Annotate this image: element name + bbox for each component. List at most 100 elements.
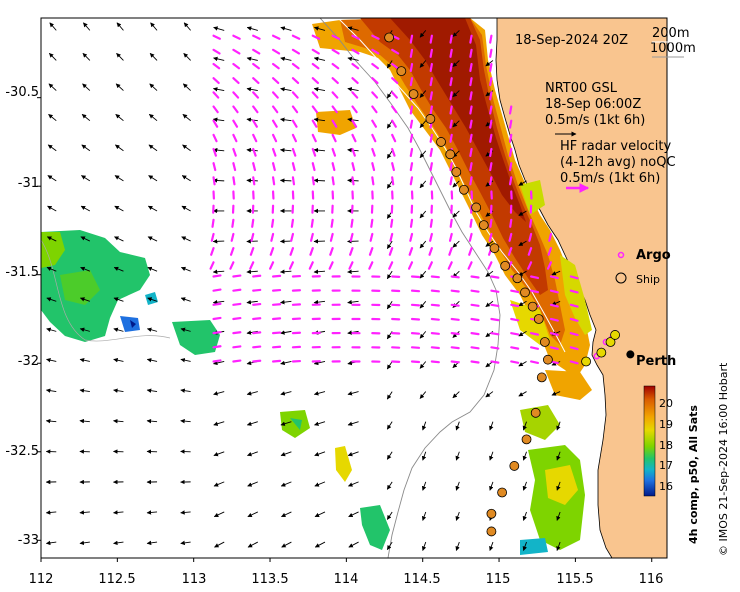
current-vector xyxy=(280,299,292,305)
radar-vector xyxy=(212,302,222,306)
current-vector xyxy=(45,540,57,546)
current-vector xyxy=(183,22,191,31)
radar-vector xyxy=(529,218,533,228)
radar-vector xyxy=(291,91,299,99)
radar-vector xyxy=(249,261,255,270)
current-vector xyxy=(213,360,225,366)
radar-vector xyxy=(212,133,218,143)
current-vector xyxy=(148,175,158,182)
radar-vector xyxy=(507,247,513,256)
radar-vector xyxy=(311,133,317,143)
radar-vector xyxy=(331,34,341,40)
radar-vector xyxy=(329,247,334,256)
current-vector xyxy=(247,481,258,487)
current-vector xyxy=(313,147,326,153)
current-vector xyxy=(386,421,393,430)
radar-vector xyxy=(429,133,433,143)
current-vector xyxy=(181,236,191,242)
current-vector xyxy=(213,391,225,396)
radar-vector xyxy=(391,162,395,172)
current-vector xyxy=(455,421,460,431)
current-vector xyxy=(46,266,57,272)
radar-vector xyxy=(490,346,500,350)
radar-vector xyxy=(331,176,335,186)
radar-vector xyxy=(212,316,222,321)
current-vector xyxy=(522,451,527,461)
radar-vector xyxy=(331,119,338,128)
radar-vector xyxy=(271,345,282,349)
isobath-1000m-outer xyxy=(41,239,171,342)
radar-vector xyxy=(271,317,282,321)
radar-vector xyxy=(508,119,513,129)
current-vector xyxy=(347,421,359,426)
radar-vector xyxy=(410,332,421,335)
radar-vector xyxy=(371,48,380,55)
radar-vector xyxy=(389,232,394,242)
current-vector xyxy=(246,299,258,305)
lat-tick-label: -31.5 xyxy=(5,265,39,280)
radar-vector xyxy=(489,162,493,172)
radar-vector xyxy=(311,119,318,128)
radar-vector xyxy=(290,232,295,242)
radar-vector xyxy=(489,218,493,228)
radar-vector xyxy=(351,133,357,143)
radar-vector xyxy=(408,247,414,256)
radar-vector xyxy=(331,162,336,172)
radar-vector xyxy=(212,330,222,335)
current-vector xyxy=(281,511,292,518)
ship-position xyxy=(425,114,436,124)
radar-vector xyxy=(489,147,493,158)
coastal-station xyxy=(581,356,591,367)
current-vector xyxy=(113,266,124,272)
radar-vector xyxy=(409,105,414,115)
radar-vector xyxy=(311,48,320,55)
current-vector xyxy=(522,481,527,491)
radar-vector xyxy=(410,275,421,279)
current-vector xyxy=(213,421,225,426)
current-vector xyxy=(348,481,359,487)
radar-vector xyxy=(391,176,395,186)
perth-label: Perth xyxy=(636,354,676,369)
current-vector xyxy=(47,144,57,152)
radar-vector xyxy=(271,176,276,186)
current-vector xyxy=(80,236,91,242)
radar-vector xyxy=(469,77,473,87)
radar-vector xyxy=(490,360,500,364)
radar-vector xyxy=(449,176,453,186)
current-vector xyxy=(313,117,326,122)
radar-vector xyxy=(569,289,579,294)
radar-vector xyxy=(331,91,339,99)
ship-position xyxy=(471,202,482,213)
radar-vector xyxy=(291,176,296,186)
current-vector xyxy=(212,117,225,122)
radar-vector xyxy=(549,303,559,308)
current-vector xyxy=(518,300,527,307)
current-vector xyxy=(314,541,326,548)
current-vector xyxy=(180,510,191,515)
radar-vector xyxy=(311,162,316,172)
radar-vector xyxy=(450,360,460,364)
radar-vector xyxy=(490,275,500,279)
radar-vector xyxy=(252,105,259,114)
radar-vector xyxy=(311,62,320,70)
lon-tick-label: 112 xyxy=(29,572,54,587)
radar-vector xyxy=(271,34,281,40)
radar-vector xyxy=(249,247,255,256)
current-vector xyxy=(149,52,158,61)
current-vector xyxy=(79,388,90,393)
current-vector xyxy=(81,144,91,152)
perth-marker xyxy=(626,350,635,359)
radar-vector xyxy=(409,48,414,58)
argo-legend-symbol xyxy=(617,251,625,259)
isobath-label-200m: 200m xyxy=(652,26,689,41)
radar-vector xyxy=(252,274,262,278)
current-vector xyxy=(82,83,91,91)
colorbar-tick: 17 xyxy=(659,459,673,472)
current-vector xyxy=(83,22,91,31)
radar-vector xyxy=(311,105,319,114)
radar-vector xyxy=(291,162,296,172)
current-vector xyxy=(522,541,527,551)
radar-vector xyxy=(252,91,260,99)
current-vector xyxy=(116,22,124,31)
radar-vector xyxy=(530,275,540,280)
